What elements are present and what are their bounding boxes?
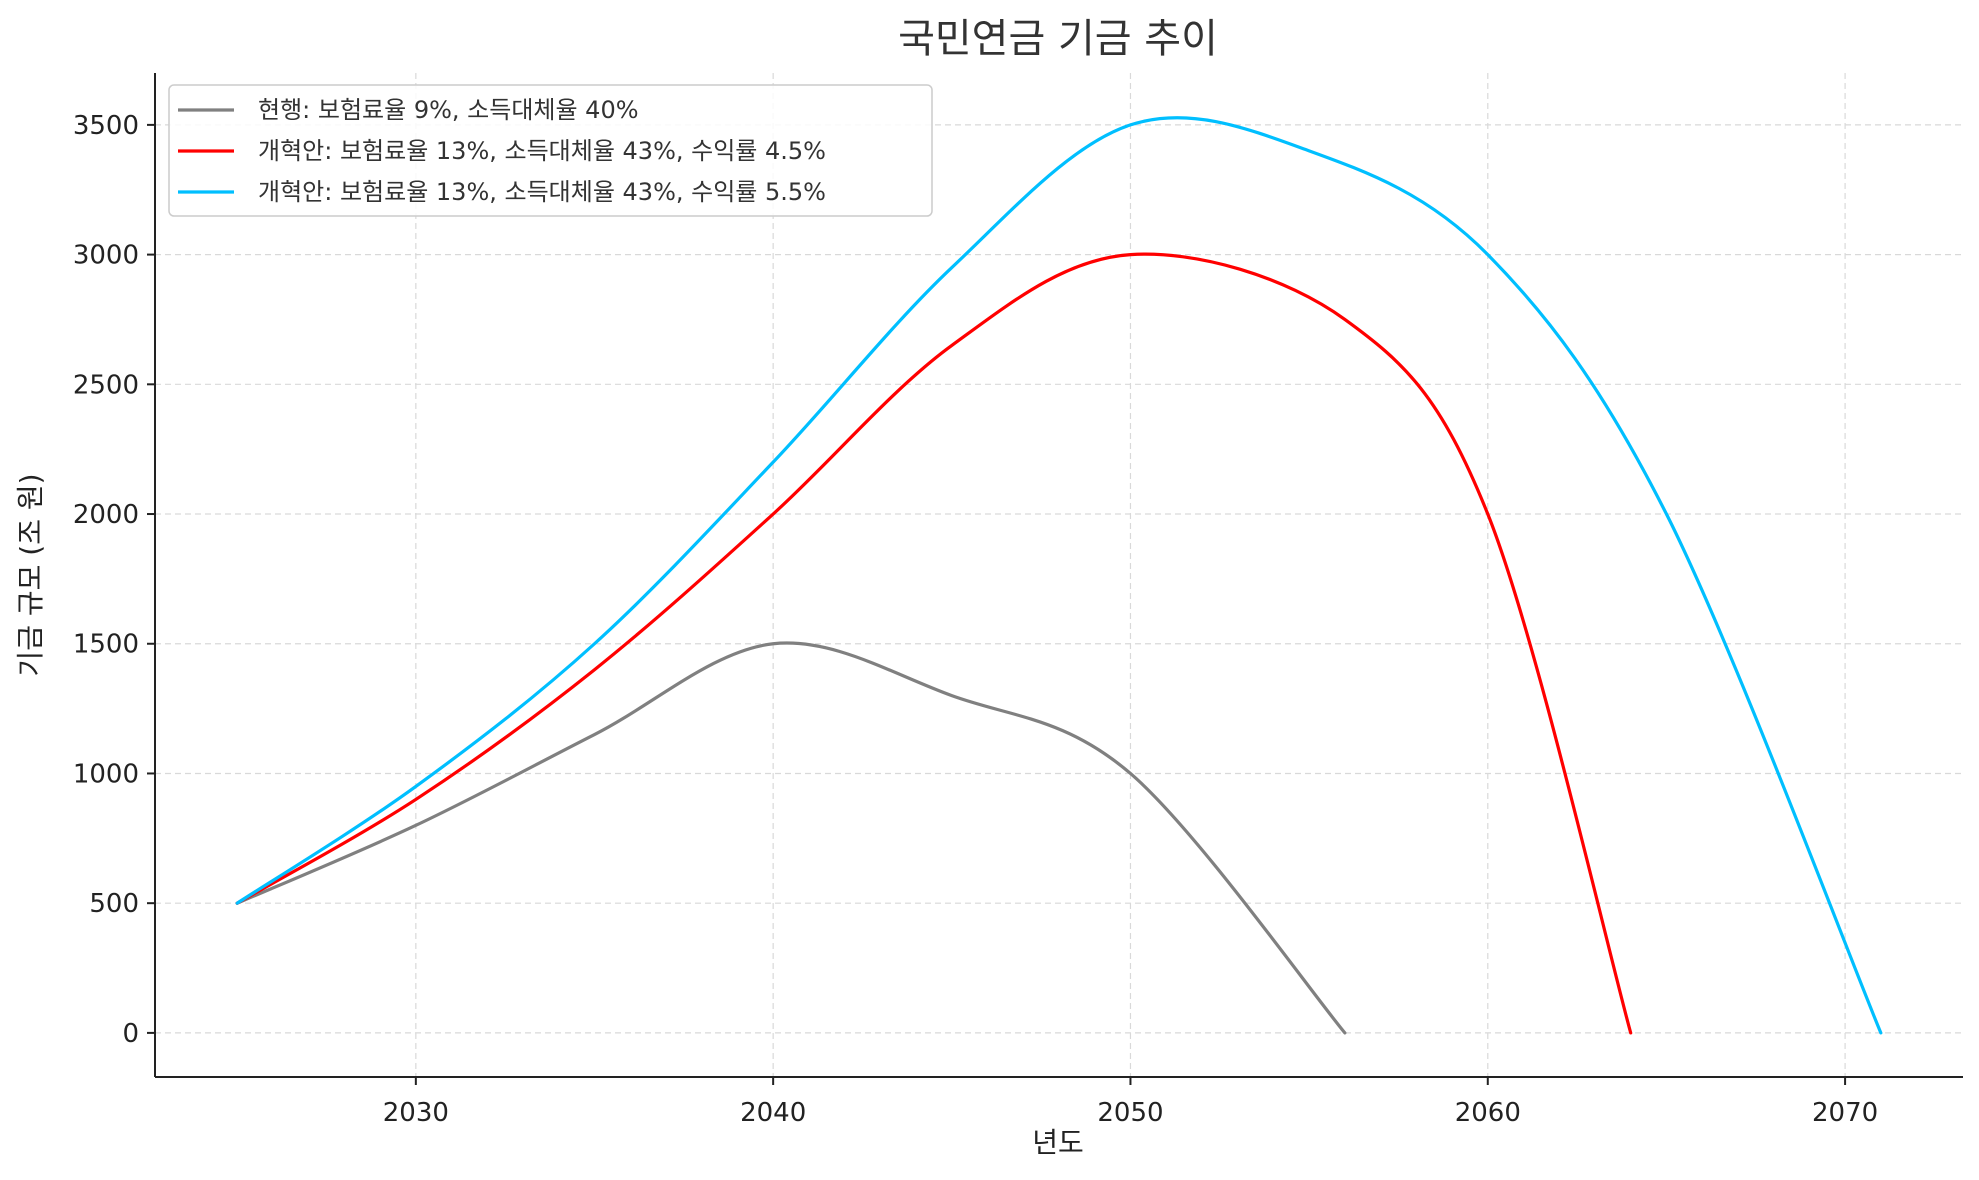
series-current-line <box>235 641 1347 1035</box>
legend-label: 개혁안: 보험료율 13%, 소득대체율 43%, 수익률 5.5% <box>258 178 826 206</box>
x-tick-label: 2070 <box>1812 1098 1878 1128</box>
y-axis-title: 기금 규모 (조 원) <box>14 473 47 676</box>
y-tick-label: 0 <box>122 1019 139 1049</box>
y-tick-label: 500 <box>89 889 139 919</box>
x-tick-label: 2040 <box>740 1098 806 1128</box>
y-tick-label: 3000 <box>73 241 139 271</box>
legend-box <box>168 84 933 217</box>
y-tick-label: 2000 <box>73 500 139 530</box>
y-tick-label: 2500 <box>73 370 139 400</box>
series-lines <box>235 116 1883 1035</box>
y-tick-label: 3500 <box>73 111 139 141</box>
legend: 현행: 보험료율 9%, 소득대체율 40% 개혁안: 보험료율 13%, 소득대… <box>168 84 933 217</box>
grid-lines <box>155 73 1963 1077</box>
y-tick-label: 1500 <box>73 630 139 660</box>
legend-label: 현행: 보험료율 9%, 소득대체율 40% <box>258 96 639 124</box>
series-reform-5-5-line <box>235 116 1883 1035</box>
x-tick-label: 2060 <box>1455 1098 1521 1128</box>
x-tick-label: 2050 <box>1097 1098 1163 1128</box>
x-tick-label: 2030 <box>383 1098 449 1128</box>
x-axis-title: 년도 <box>1032 1126 1084 1159</box>
series-reform-4-5-line <box>235 252 1633 1035</box>
ticks: 2030 2040 2050 2060 2070 0 500 1000 1500 2000 2500… <box>73 111 1878 1128</box>
y-tick-label: 1000 <box>73 759 139 789</box>
axes <box>154 73 1963 1078</box>
legend-label: 개혁안: 보험료율 13%, 소득대체율 43%, 수익률 4.5% <box>258 137 826 165</box>
chart-title: 국민연금 기금 추이 <box>898 16 1218 62</box>
